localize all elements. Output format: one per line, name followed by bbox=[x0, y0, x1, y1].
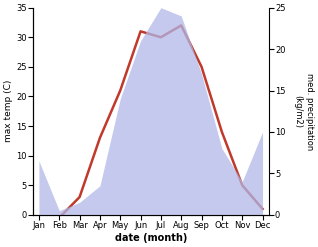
Y-axis label: med. precipitation
(kg/m2): med. precipitation (kg/m2) bbox=[294, 73, 314, 150]
Y-axis label: max temp (C): max temp (C) bbox=[4, 80, 13, 143]
X-axis label: date (month): date (month) bbox=[114, 233, 187, 243]
